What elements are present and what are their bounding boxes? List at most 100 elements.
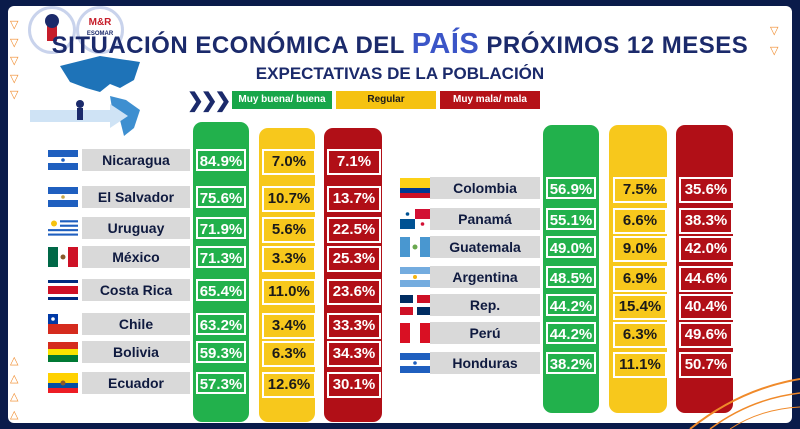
guatemala-flag-icon [400, 237, 430, 257]
country-label: Costa Rica [82, 279, 190, 301]
value-bad: 44.6% [679, 266, 733, 292]
cid-gallup-logo [28, 6, 76, 54]
right-good-column [543, 125, 599, 413]
chevrons-right-icon: ❯❯❯ [187, 90, 231, 112]
value-regular: 10.7% [262, 186, 316, 212]
peru-flag-icon [400, 323, 430, 343]
mr-logo-text: M&R [88, 17, 112, 28]
country-label: Ecuador [82, 372, 190, 394]
value-bad: 35.6% [679, 177, 733, 203]
value-regular: 7.5% [613, 177, 667, 203]
value-good: 71.3% [196, 246, 246, 268]
value-good: 44.2% [546, 322, 596, 344]
value-regular: 6.9% [613, 266, 667, 292]
value-good: 48.5% [546, 266, 596, 288]
value-good: 75.6% [196, 186, 246, 208]
right-bad-column [676, 125, 733, 413]
value-regular: 12.6% [262, 372, 316, 398]
value-regular: 11.0% [262, 279, 316, 305]
value-good: 55.1% [546, 208, 596, 230]
honduras-flag-icon [400, 353, 430, 373]
decorative-swoosh [689, 378, 800, 429]
right-regular-column [609, 125, 667, 413]
triangle-icon: △ [10, 409, 19, 421]
triangle-icon: ▽ [770, 25, 779, 37]
dominican-republic-flag-icon [400, 295, 430, 315]
el-salvador-flag-icon [48, 187, 78, 207]
triangle-icon: ▽ [10, 89, 19, 101]
value-good: 56.9% [546, 177, 596, 199]
value-good: 44.2% [546, 294, 596, 316]
triangle-icon: △ [10, 391, 19, 403]
uruguay-flag-icon [48, 218, 78, 238]
triangle-icon: △ [10, 373, 19, 385]
costa-rica-flag-icon [48, 280, 78, 300]
value-good: 57.3% [196, 372, 246, 394]
value-good: 65.4% [196, 279, 246, 301]
country-label: Guatemala [430, 236, 540, 258]
value-regular: 7.0% [262, 149, 316, 175]
value-bad: 25.3% [327, 246, 381, 272]
value-bad: 33.3% [327, 313, 381, 339]
panama-flag-icon [400, 209, 430, 229]
triangle-icon: ▽ [10, 73, 19, 85]
legend-regular: Regular [336, 91, 436, 109]
logo-emblem-icon [45, 14, 59, 41]
triangle-icon: △ [10, 355, 19, 367]
value-regular: 6.3% [613, 322, 667, 348]
country-label: Panamá [430, 208, 540, 230]
country-label: Rep. Dominicana [430, 294, 540, 335]
value-bad: 49.6% [679, 322, 733, 348]
value-regular: 11.1% [613, 352, 667, 378]
country-label: Perú [430, 322, 540, 344]
legend-bad: Muy mala/ mala [440, 91, 540, 109]
country-label: Uruguay [82, 217, 190, 239]
value-regular: 6.3% [262, 341, 316, 367]
value-regular: 5.6% [262, 217, 316, 243]
title-prefix: SITUACIÓN ECONÓMICA DEL [51, 32, 412, 59]
country-label: Colombia [430, 177, 540, 199]
country-label: Bolivia [82, 341, 190, 363]
value-regular: 9.0% [613, 236, 667, 262]
value-bad: 50.7% [679, 352, 733, 378]
value-bad: 22.5% [327, 217, 381, 243]
chile-flag-icon [48, 314, 78, 334]
title-highlight: PAÍS [411, 28, 480, 60]
value-bad: 30.1% [327, 372, 381, 398]
value-bad: 7.1% [327, 149, 381, 175]
triangle-icon: ▽ [770, 45, 779, 57]
country-label: Chile [82, 313, 190, 335]
value-good: 84.9% [196, 149, 246, 171]
country-label: México [82, 246, 190, 268]
nicaragua-flag-icon [48, 150, 78, 170]
value-regular: 3.3% [262, 246, 316, 272]
value-regular: 3.4% [262, 313, 316, 339]
value-regular: 6.6% [613, 208, 667, 234]
mexico-flag-icon [48, 247, 78, 267]
value-bad: 13.7% [327, 186, 381, 212]
esomar-text: ESOMAR [86, 31, 114, 37]
country-label: El Salvador [82, 186, 190, 208]
value-bad: 40.4% [679, 294, 733, 320]
value-good: 38.2% [546, 352, 596, 374]
title-suffix: PRÓXIMOS 12 MESES [479, 32, 749, 59]
argentina-flag-icon [400, 267, 430, 287]
triangle-icon: ▽ [10, 19, 19, 31]
legend-good: Muy buena/ buena [232, 91, 332, 109]
value-bad: 42.0% [679, 236, 733, 262]
americas-map-illustration [30, 56, 140, 136]
country-label: Nicaragua [82, 149, 190, 171]
triangle-icon: ▽ [10, 37, 19, 49]
value-bad: 38.3% [679, 208, 733, 234]
mr-logo: M&R ESOMAR [76, 6, 124, 54]
value-good: 63.2% [196, 313, 246, 335]
value-good: 49.0% [546, 236, 596, 258]
bolivia-flag-icon [48, 342, 78, 362]
value-good: 59.3% [196, 341, 246, 363]
page-title: SITUACIÓN ECONÓMICA DEL PAÍS PRÓXIMOS 12… [0, 28, 800, 61]
value-regular: 15.4% [613, 294, 667, 320]
page-subtitle: EXPECTATIVAS DE LA POBLACIÓN [255, 64, 545, 83]
value-bad: 23.6% [327, 279, 381, 305]
colombia-flag-icon [400, 178, 430, 198]
